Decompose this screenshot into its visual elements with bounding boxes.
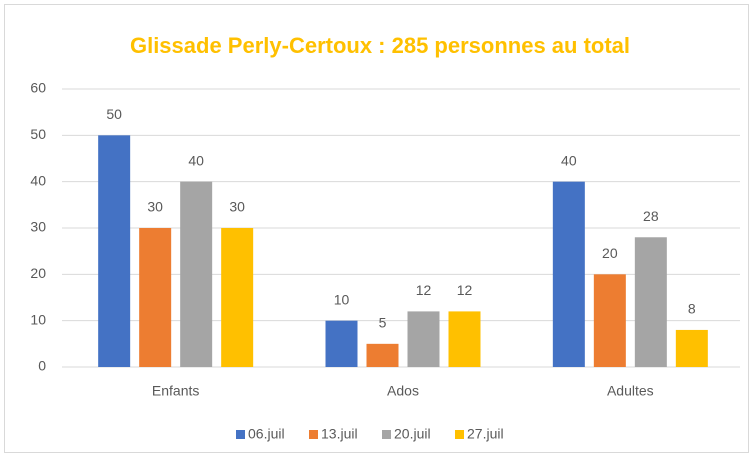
- legend-swatch: [382, 430, 391, 439]
- data-label: 40: [188, 152, 204, 168]
- data-label: 20: [602, 245, 618, 261]
- y-tick-label: 20: [30, 265, 46, 281]
- data-label: 10: [334, 291, 350, 307]
- legend-swatch: [236, 430, 245, 439]
- x-tick-label: Adultes: [607, 383, 654, 399]
- bar: [98, 135, 131, 367]
- data-label: 30: [229, 199, 245, 215]
- y-tick-label: 50: [30, 126, 46, 142]
- data-label: 28: [643, 208, 659, 224]
- bar: [407, 311, 440, 367]
- bar: [552, 181, 585, 367]
- legend-label: 20.juil: [394, 426, 431, 442]
- data-label: 12: [457, 282, 473, 298]
- y-tick-label: 40: [30, 172, 46, 188]
- data-label: 50: [106, 106, 122, 122]
- data-label: 8: [688, 301, 696, 317]
- y-tick-label: 60: [30, 80, 46, 96]
- bar: [325, 320, 358, 367]
- bar: [675, 329, 708, 367]
- data-label: 5: [379, 315, 387, 331]
- legend-label: 27.juil: [467, 426, 504, 442]
- bar: [139, 228, 172, 367]
- bar: [180, 181, 213, 367]
- legend-label: 13.juil: [321, 426, 358, 442]
- bar: [634, 237, 667, 367]
- legend-label: 06.juil: [248, 426, 285, 442]
- x-tick-label: Enfants: [152, 383, 199, 399]
- y-tick-label: 0: [38, 358, 46, 374]
- bar: [221, 228, 254, 367]
- x-tick-label: Ados: [387, 383, 419, 399]
- y-tick-label: 30: [30, 219, 46, 235]
- bar: [593, 274, 626, 367]
- data-label: 40: [561, 152, 577, 168]
- legend-swatch: [455, 430, 464, 439]
- legend-swatch: [309, 430, 318, 439]
- data-label: 30: [147, 199, 163, 215]
- y-tick-label: 10: [30, 311, 46, 327]
- bar: [448, 311, 481, 367]
- bar: [366, 343, 399, 367]
- chart-title: Glissade Perly-Certoux : 285 personnes a…: [130, 33, 630, 58]
- data-label: 12: [416, 282, 432, 298]
